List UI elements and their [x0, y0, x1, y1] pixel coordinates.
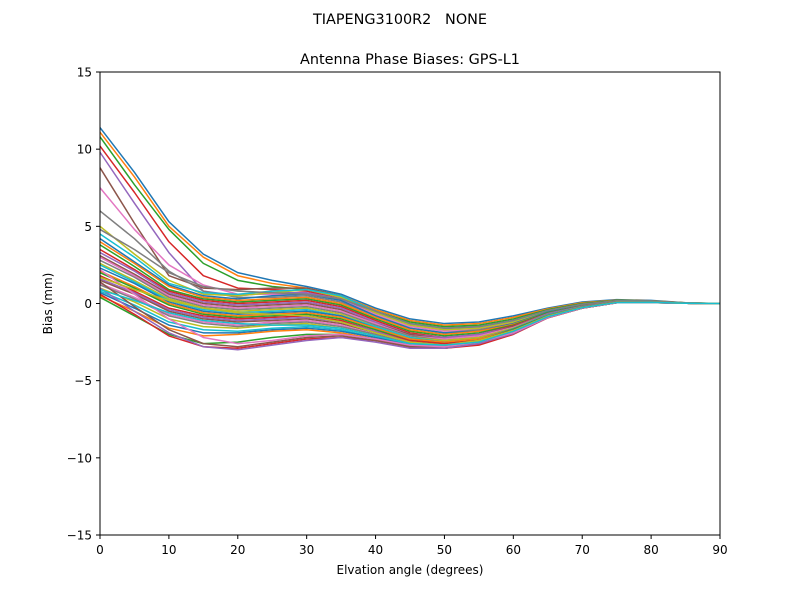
y-tick-label: −15	[67, 529, 92, 543]
y-axis-label: Bias (mm)	[41, 273, 55, 335]
chart-title: Antenna Phase Biases: GPS-L1	[300, 52, 520, 68]
y-axis: −15 −10 −5 0 5 10 15	[67, 66, 100, 543]
x-tick-label: 70	[575, 543, 590, 557]
x-axis-label: Elvation angle (degrees)	[337, 563, 484, 577]
x-tick-label: 20	[230, 543, 245, 557]
series-line-40	[99, 288, 721, 346]
x-tick-label: 40	[368, 543, 383, 557]
x-axis: 0 10 20 30 40 50 60 70 80 90	[96, 535, 728, 557]
x-tick-label: 0	[96, 543, 104, 557]
x-tick-label: 10	[161, 543, 176, 557]
figure-suptitle: TIAPENG3100R2 NONE	[312, 12, 487, 28]
x-tick-label: 50	[437, 543, 452, 557]
y-tick-label: 10	[77, 143, 92, 157]
y-tick-label: 5	[84, 220, 92, 234]
x-tick-label: 30	[299, 543, 314, 557]
x-tick-label: 90	[712, 543, 727, 557]
y-tick-label: −5	[74, 374, 92, 388]
y-tick-label: 15	[77, 66, 92, 80]
y-tick-label: −10	[67, 451, 92, 465]
y-tick-label: 0	[84, 297, 92, 311]
x-tick-label: 80	[643, 543, 658, 557]
series-line-38	[99, 228, 721, 329]
series-layer	[99, 127, 721, 351]
x-tick-label: 60	[506, 543, 521, 557]
